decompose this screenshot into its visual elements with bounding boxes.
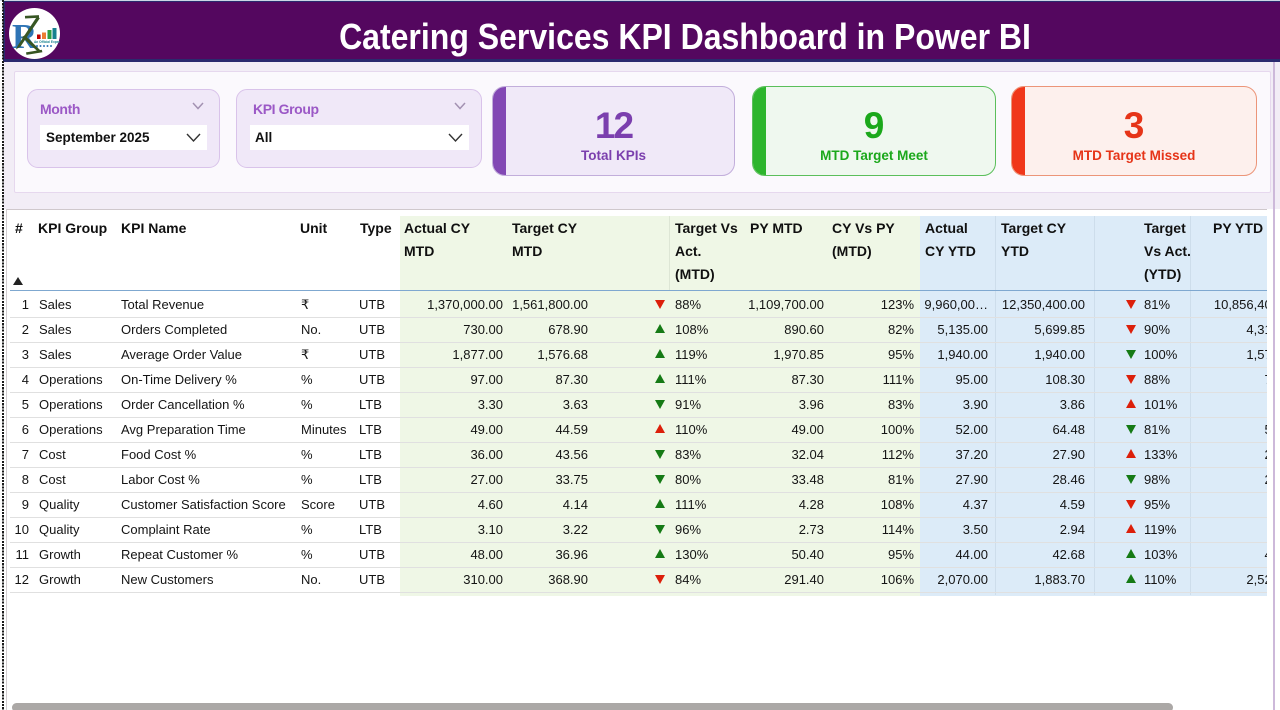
svg-text:An Official Expert: An Official Expert (34, 40, 60, 44)
